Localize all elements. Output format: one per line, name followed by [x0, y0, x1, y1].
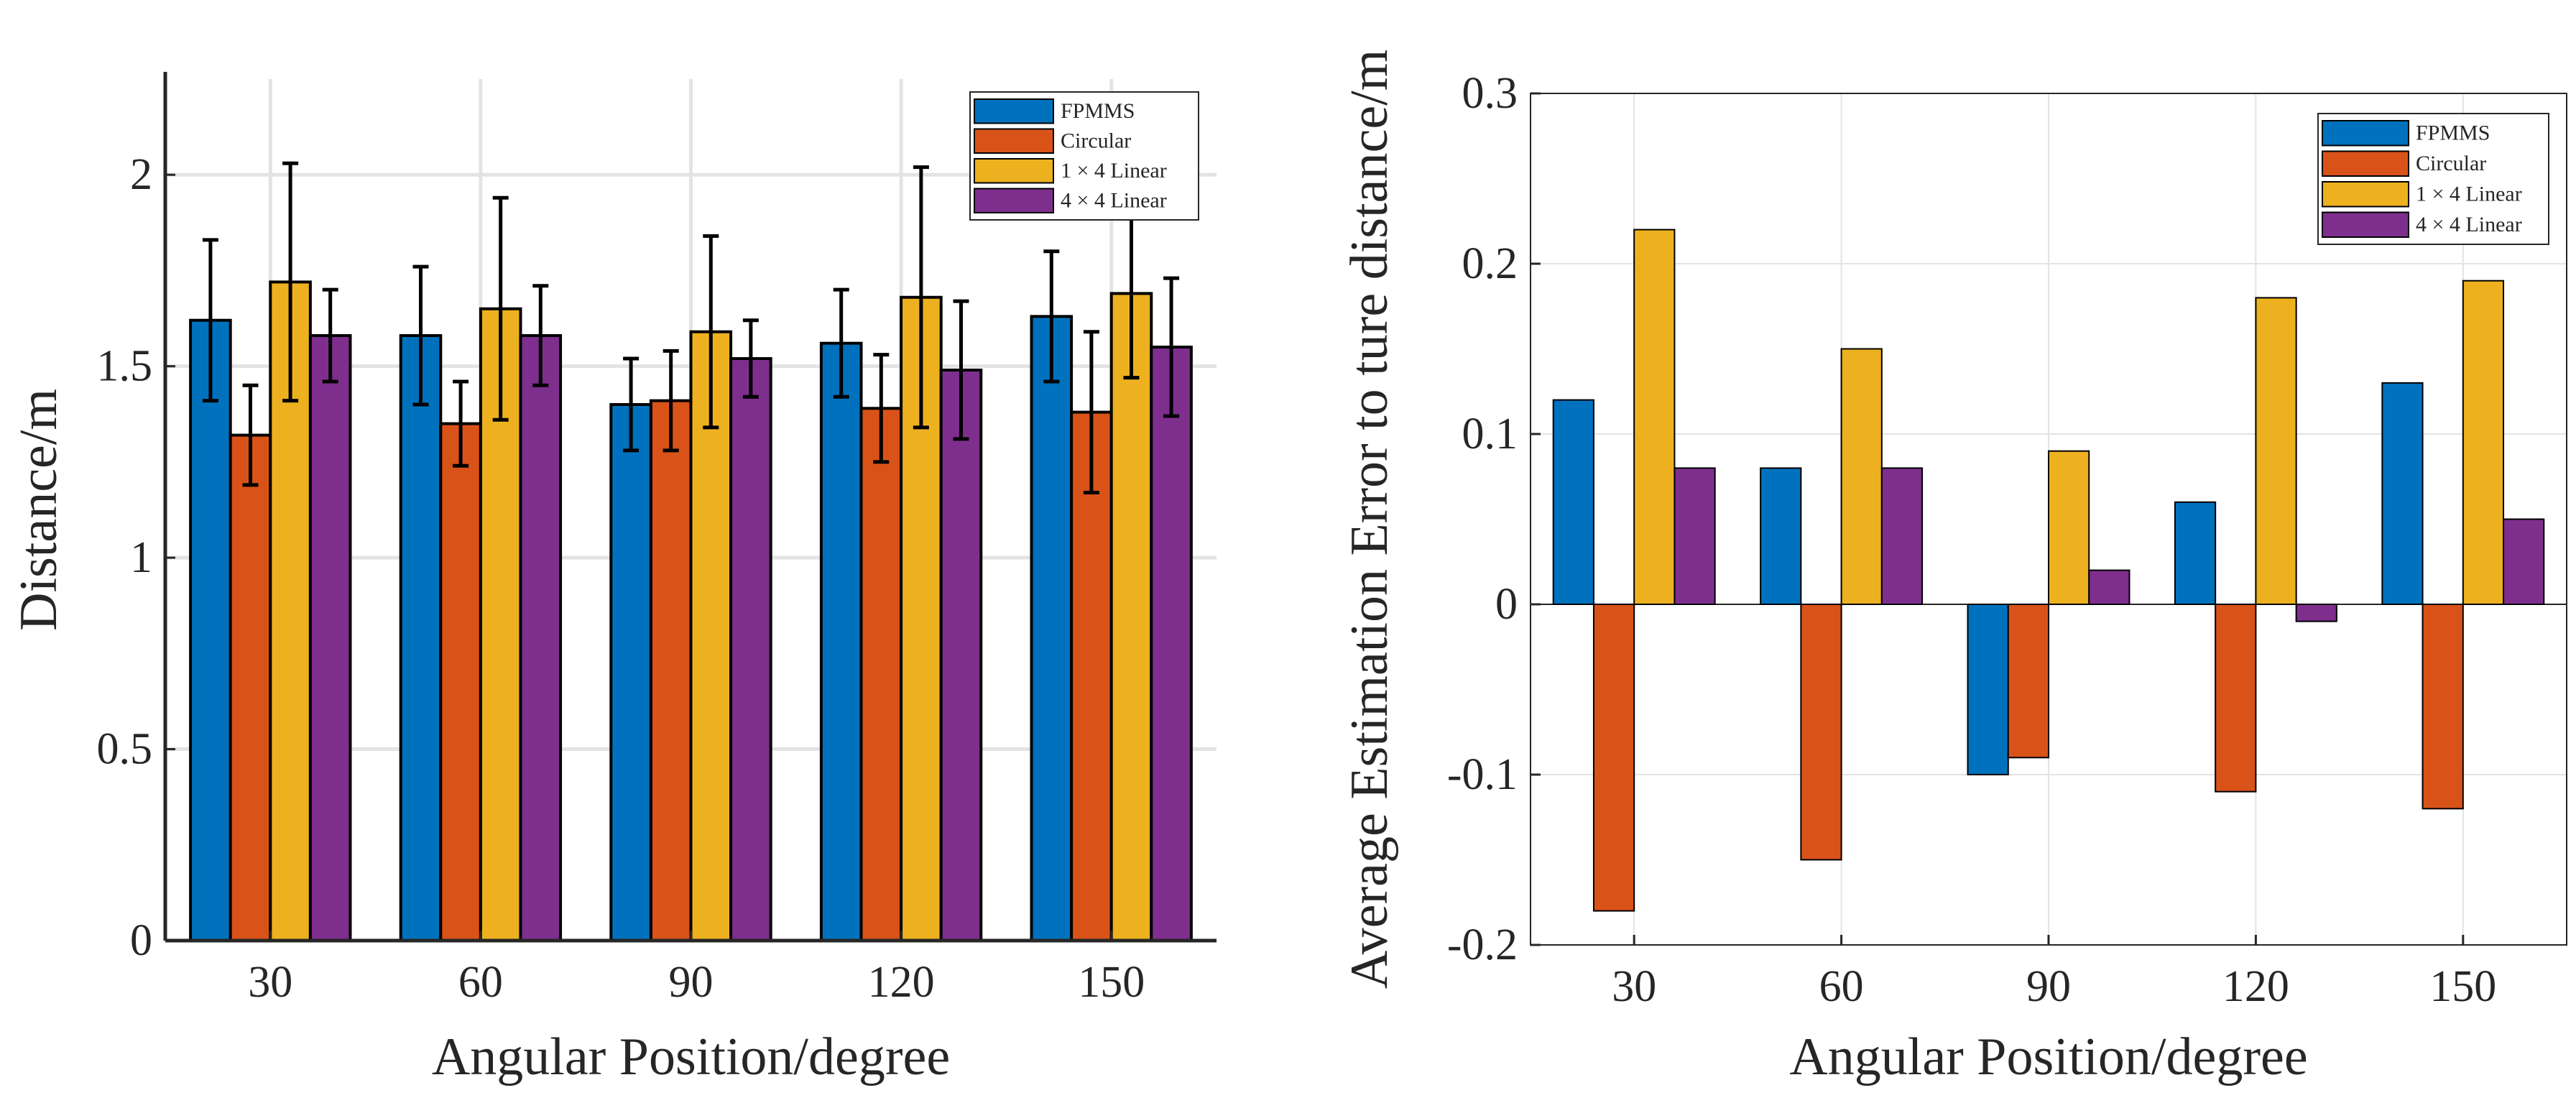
- bar-fpmms-90: [609, 402, 652, 942]
- legend-label: 4 × 4 Linear: [1061, 188, 1167, 212]
- legend-swatch-1: [2322, 150, 2409, 177]
- legend-label: 4 × 4 Linear: [2416, 213, 2522, 236]
- error-chart: -0.2 -0.1 0 0.1 0.2 0.3 30 60 90 120 150 Angular Po…: [1340, 50, 2567, 1086]
- legend-label: Circular: [2416, 152, 2486, 175]
- bar-circular-150: [1070, 410, 1113, 942]
- bar-circular-30: [1592, 604, 1635, 912]
- x-tick-label: 90: [2026, 962, 2071, 1011]
- x-axis-label: Angular Position/degree: [1789, 1028, 2307, 1086]
- x-tick-label: 120: [2222, 962, 2289, 1011]
- y-tick-label: 0.3: [1462, 69, 1518, 118]
- legend-swatch-3: [2322, 211, 2409, 238]
- bar-circular-120: [2215, 604, 2257, 793]
- y-tick-label: 1: [130, 533, 152, 582]
- bar-4-4-linear-60: [1880, 467, 1924, 606]
- bar-1-4-linear-150: [1109, 292, 1153, 942]
- legend-swatch-0: [2322, 120, 2409, 147]
- legend-label: Circular: [1061, 129, 1131, 152]
- bar-1-4-linear-150: [2462, 280, 2505, 605]
- bar-circular-150: [2422, 604, 2464, 810]
- bar-4-4-linear-60: [519, 334, 563, 942]
- bar-4-4-linear-90: [2088, 569, 2130, 605]
- x-tick-label: 90: [669, 958, 714, 1007]
- bar-1-4-linear-90: [2048, 450, 2090, 606]
- bar-fpmms-120: [2174, 501, 2217, 605]
- y-tick-label: 0: [130, 916, 152, 965]
- legend-label: 1 × 4 Linear: [1061, 159, 1167, 183]
- x-tick-label: 150: [1078, 958, 1145, 1007]
- bar-4-4-linear-150: [1150, 346, 1193, 942]
- bar-4-4-linear-150: [2503, 518, 2545, 605]
- legend-swatch-1: [974, 128, 1054, 154]
- y-tick-label: 0.2: [1462, 239, 1518, 288]
- x-tick-label: 60: [458, 958, 503, 1007]
- legend-swatch-3: [974, 188, 1054, 213]
- y-tick-label: 0: [1495, 580, 1518, 629]
- y-tick-label: -0.1: [1447, 750, 1518, 799]
- legend-swatch-2: [2322, 181, 2409, 208]
- bar-1-4-linear-120: [900, 295, 943, 943]
- bar-fpmms-30: [189, 318, 232, 943]
- bar-fpmms-90: [1967, 604, 2009, 775]
- bar-circular-90: [649, 399, 693, 942]
- x-tick-label: 150: [2429, 962, 2496, 1011]
- bar-fpmms-150: [2381, 382, 2424, 606]
- y-tick-label: 2: [130, 150, 152, 199]
- bar-4-4-linear-30: [1674, 467, 1716, 606]
- bar-circular-120: [859, 407, 903, 942]
- legend-label: FPMMS: [1061, 99, 1135, 123]
- bar-fpmms-30: [1552, 399, 1594, 605]
- bar-4-4-linear-120: [2295, 604, 2337, 622]
- bar-circular-60: [439, 422, 482, 942]
- bar-fpmms-60: [399, 334, 443, 942]
- legend-swatch-2: [974, 158, 1054, 184]
- y-tick-label: 1.5: [97, 342, 153, 391]
- legend-label: 1 × 4 Linear: [2416, 183, 2522, 206]
- y-axis-label: Distance/m: [9, 389, 68, 631]
- y-tick-label: -0.2: [1447, 920, 1518, 969]
- legend-label: FPMMS: [2416, 121, 2490, 145]
- bar-1-4-linear-60: [1840, 348, 1883, 605]
- bar-4-4-linear-90: [729, 357, 772, 942]
- legend-swatch-0: [974, 98, 1054, 124]
- x-axis-label: Angular Position/degree: [432, 1028, 950, 1086]
- bar-fpmms-60: [1760, 467, 1802, 606]
- x-tick-label: 30: [1612, 962, 1656, 1011]
- bar-circular-90: [2007, 604, 2049, 759]
- distance-chart: 0 0.5 1 1.5 2 30 60 90 120 150 Angular Position/de…: [9, 72, 1217, 1086]
- bar-4-4-linear-120: [939, 368, 983, 942]
- x-tick-label: 60: [1819, 962, 1864, 1011]
- y-axis-label: Average Estimation Error to ture distanc…: [1340, 50, 1399, 989]
- bar-4-4-linear-30: [308, 334, 352, 942]
- bar-1-4-linear-30: [1633, 229, 1676, 606]
- y-tick-label: 0.5: [97, 725, 153, 774]
- bar-fpmms-150: [1030, 315, 1074, 942]
- bar-circular-60: [1800, 604, 1842, 861]
- bar-fpmms-120: [819, 341, 863, 942]
- bar-1-4-linear-120: [2255, 297, 2297, 605]
- x-tick-label: 120: [868, 958, 935, 1007]
- x-tick-label: 30: [248, 958, 292, 1007]
- bar-circular-30: [228, 433, 272, 942]
- y-tick-label: 0.1: [1462, 410, 1518, 458]
